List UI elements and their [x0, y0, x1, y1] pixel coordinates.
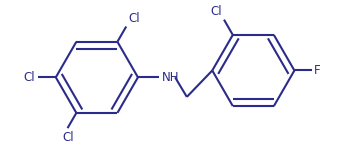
Text: Cl: Cl [128, 12, 140, 25]
Text: Cl: Cl [211, 5, 222, 18]
Text: F: F [314, 64, 321, 77]
Text: NH: NH [161, 71, 179, 84]
Text: Cl: Cl [63, 131, 74, 144]
Text: Cl: Cl [24, 71, 35, 84]
